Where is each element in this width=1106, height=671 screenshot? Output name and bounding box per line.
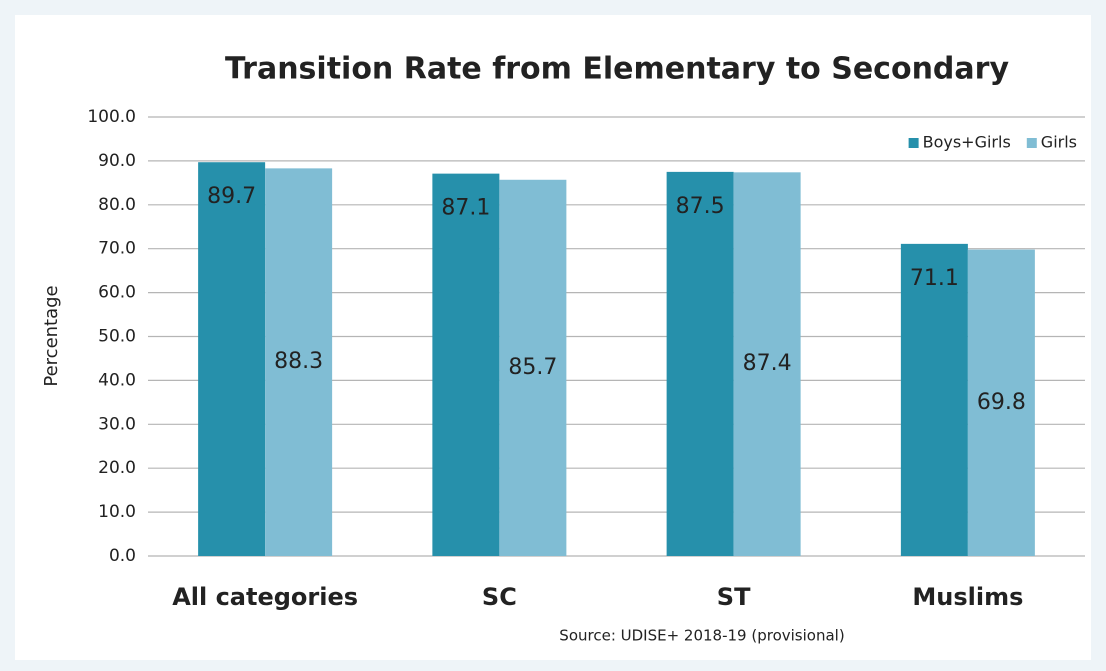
y-tick-label: 40.0 [98,370,136,390]
bar [733,172,801,556]
data-label: 87.5 [676,194,725,219]
y-tick-label: 70.0 [98,239,136,259]
y-tick-label: 60.0 [98,283,136,303]
x-tick-label: ST [717,583,751,611]
bar [967,249,1035,556]
data-label: 87.4 [743,351,792,376]
data-label: 71.1 [910,266,959,291]
y-tick-label: 20.0 [98,458,136,478]
bar [900,243,968,556]
y-tick-label: 10.0 [98,502,136,522]
source-note: Source: UDISE+ 2018-19 (provisional) [559,627,844,645]
y-tick-label: 0.0 [109,546,136,566]
bar [265,168,333,556]
y-axis-label: Percentage [41,285,62,386]
y-tick-label: 100.0 [87,107,136,127]
legend-swatch [908,138,919,148]
legend-label: Girls [1041,133,1077,152]
bar [666,171,734,556]
data-label: 89.7 [207,184,256,209]
bar [198,162,266,557]
x-tick-label: All categories [172,583,358,611]
x-tick-label: Muslims [912,583,1023,611]
chart-title: Transition Rate from Elementary to Secon… [225,52,1009,87]
bar [432,173,500,557]
y-tick-label: 30.0 [98,414,136,434]
legend-label: Boys+Girls [923,133,1011,152]
bar [499,179,567,557]
x-tick-label: SC [482,583,517,611]
y-tick-label: 90.0 [98,151,136,171]
data-label: 88.3 [274,349,323,374]
y-tick-label: 50.0 [98,327,136,347]
data-label: 85.7 [508,355,557,380]
data-label: 87.1 [441,196,490,221]
legend-swatch [1026,138,1037,148]
data-label: 69.8 [977,390,1026,415]
y-tick-label: 80.0 [98,195,136,215]
